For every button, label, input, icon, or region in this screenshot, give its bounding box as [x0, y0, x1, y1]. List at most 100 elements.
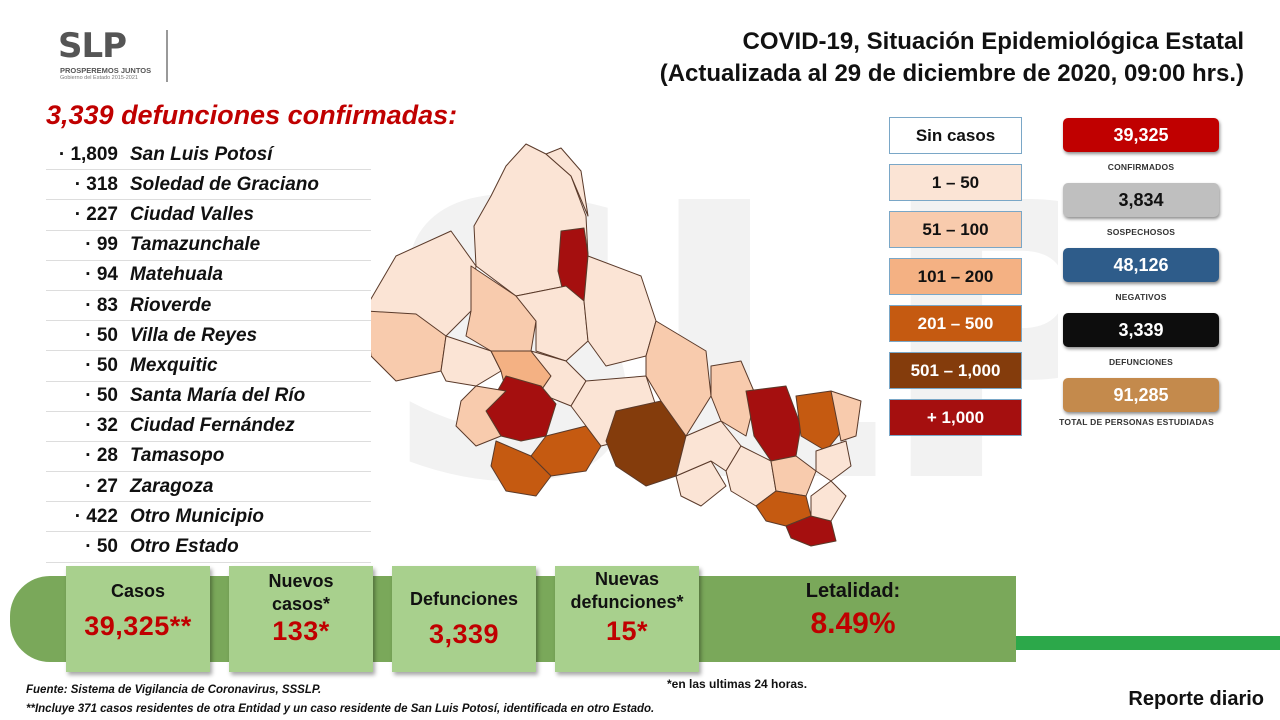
report-update-date: (Actualizada al 29 de diciembre de 2020,… — [659, 60, 1244, 87]
lethality-card: Letalidad: 8.49% — [745, 580, 961, 641]
municipality-name: Ciudad Fernández — [130, 415, 295, 437]
legend-item: 51 – 100 — [889, 211, 1022, 248]
list-item: · 318 Soledad de Graciano — [46, 170, 371, 201]
list-item: · 50 Mexquitic — [46, 351, 371, 382]
death-count: · 422 — [74, 505, 118, 527]
map-region-central-c — [583, 255, 657, 367]
logo-mark: SLP — [58, 26, 127, 66]
death-count: · 50 — [85, 385, 118, 407]
death-count: · 50 — [85, 354, 118, 376]
legend-item: 101 – 200 — [889, 258, 1022, 295]
new-deaths-value: 15* — [605, 616, 649, 646]
list-item: · 83 Rioverde — [46, 291, 371, 322]
last-24h-note: *en las ultimas 24 horas. — [667, 677, 808, 691]
death-count: · 28 — [85, 445, 118, 467]
stat-value-box: 3,834 — [1063, 183, 1219, 217]
list-item: · 422 Otro Municipio — [46, 502, 371, 533]
map-region-north-b — [545, 147, 589, 217]
stat-label: CONFIRMADOS — [1107, 162, 1175, 172]
municipality-name: Matehuala — [130, 264, 223, 286]
death-count: · 94 — [85, 264, 118, 286]
logo-divider — [166, 30, 168, 82]
deaths-by-municipality-list: · 1,809 San Luis Potosí · 318 Soledad de Gr… — [46, 140, 371, 563]
deaths-heading: 3,339 defunciones confirmadas: — [46, 100, 458, 130]
lethality-label: Letalidad: — [805, 580, 901, 602]
death-count: · 1,809 — [58, 143, 118, 165]
municipality-name: Mexquitic — [130, 354, 218, 376]
list-item: · 28 Tamasopo — [46, 442, 371, 473]
stat-label: NEGATIVOS — [1115, 292, 1167, 302]
legend-item: 501 – 1,000 — [889, 352, 1022, 389]
death-count: · 50 — [85, 536, 118, 558]
logo-slogan: PROSPEREMOS JUNTOS — [60, 66, 152, 75]
list-item: · 94 Matehuala — [46, 261, 371, 291]
legend-item: 1 – 50 — [889, 164, 1022, 201]
new-deaths-label: Nuevas defunciones* — [570, 569, 684, 612]
cases-card: Casos 39,325** — [66, 566, 210, 672]
municipality-name: Soledad de Graciano — [130, 173, 319, 195]
stat-label: DEFUNCIONES — [1108, 357, 1174, 367]
municipality-name: Villa de Reyes — [130, 324, 258, 346]
municipality-name: Zaragoza — [130, 475, 214, 497]
list-item: · 50 Otro Estado — [46, 532, 371, 563]
municipality-name: San Luis Potosí — [130, 143, 273, 165]
municipality-name: Otro Municipio — [130, 505, 265, 527]
death-count: · 27 — [85, 475, 118, 497]
map-region-south-a — [490, 440, 552, 497]
stat-value-box: 91,285 — [1063, 378, 1219, 412]
map-region-mexquitic — [455, 385, 507, 447]
stat-value-box: 48,126 — [1063, 248, 1219, 282]
daily-report-label: Reporte diario — [1128, 688, 1264, 710]
legend-item: Sin casos — [889, 117, 1022, 154]
death-count: · 32 — [85, 415, 118, 437]
logo-government-line: Gobierno del Estado 2015-2021 — [60, 75, 138, 81]
map-region-huasteca-a — [710, 360, 757, 437]
stat-label: SOSPECHOSOS — [1106, 227, 1176, 237]
new-deaths-card: Nuevas defunciones* 15* — [555, 566, 699, 672]
stat-label: TOTAL DE PERSONAS ESTUDIADAS — [1059, 417, 1214, 427]
lethality-value: 8.49% — [810, 607, 896, 640]
stat-value-box: 39,325 — [1063, 118, 1219, 152]
municipality-name: Otro Estado — [130, 536, 239, 558]
legend-item: + 1,000 — [889, 399, 1022, 436]
cases-value: 39,325** — [84, 611, 192, 641]
municipality-name: Rioverde — [130, 294, 212, 316]
municipality-name: Santa María del Río — [130, 385, 306, 407]
list-item: · 227 Ciudad Valles — [46, 200, 371, 231]
map-region-huasteca-h — [810, 480, 847, 522]
new-cases-value: 133* — [272, 616, 330, 646]
new-cases-label: Nuevos casos* — [268, 571, 334, 614]
deaths-value: 3,339 — [428, 619, 500, 649]
list-item: · 27 Zaragoza — [46, 472, 371, 503]
list-item: · 50 Santa María del Río — [46, 382, 371, 412]
statistics-panel: 39,325 CONFIRMADOS 3,834 SOSPECHOSOS 48,126 N… — [1058, 118, 1224, 443]
map-region-ciudad-valles — [745, 385, 802, 462]
death-count: · 83 — [85, 294, 118, 316]
new-cases-card: Nuevos casos* 133* — [229, 566, 373, 672]
death-count: · 50 — [85, 324, 118, 346]
list-item: · 32 Ciudad Fernández — [46, 412, 371, 442]
government-logo: SLP PROSPEREMOS JUNTOS Gobierno del Esta… — [58, 24, 173, 88]
death-count: · 227 — [74, 203, 118, 225]
map-region-huasteca-f — [815, 440, 852, 482]
map-region-huasteca-c — [830, 390, 862, 442]
state-choropleth-map — [360, 143, 862, 547]
cases-label: Casos — [110, 581, 166, 601]
death-count: · 99 — [85, 234, 118, 256]
report-title: COVID-19, Situación Epidemiológica Estat… — [742, 28, 1244, 55]
list-item: · 1,809 San Luis Potosí — [46, 140, 371, 171]
list-item: · 50 Villa de Reyes — [46, 321, 371, 352]
source-note: Fuente: Sistema de Vigilancia de Coronav… — [26, 684, 322, 696]
map-legend: Sin casos 1 – 50 51 – 100 101 – 200 201 – 50… — [889, 117, 1022, 446]
deaths-card: Defunciones 3,339 — [392, 566, 536, 672]
map-region-east-a — [645, 320, 712, 437]
list-item: · 99 Tamazunchale — [46, 231, 371, 261]
footnote: **Incluye 371 casos residentes de otra E… — [26, 703, 655, 715]
municipality-name: Tamazunchale — [130, 234, 261, 256]
legend-item: 201 – 500 — [889, 305, 1022, 342]
stat-value-box: 3,339 — [1063, 313, 1219, 347]
summary-accent-line — [1016, 636, 1280, 650]
death-count: · 318 — [74, 173, 118, 195]
municipality-name: Tamasopo — [130, 445, 225, 467]
map-region-central-b — [515, 285, 589, 362]
